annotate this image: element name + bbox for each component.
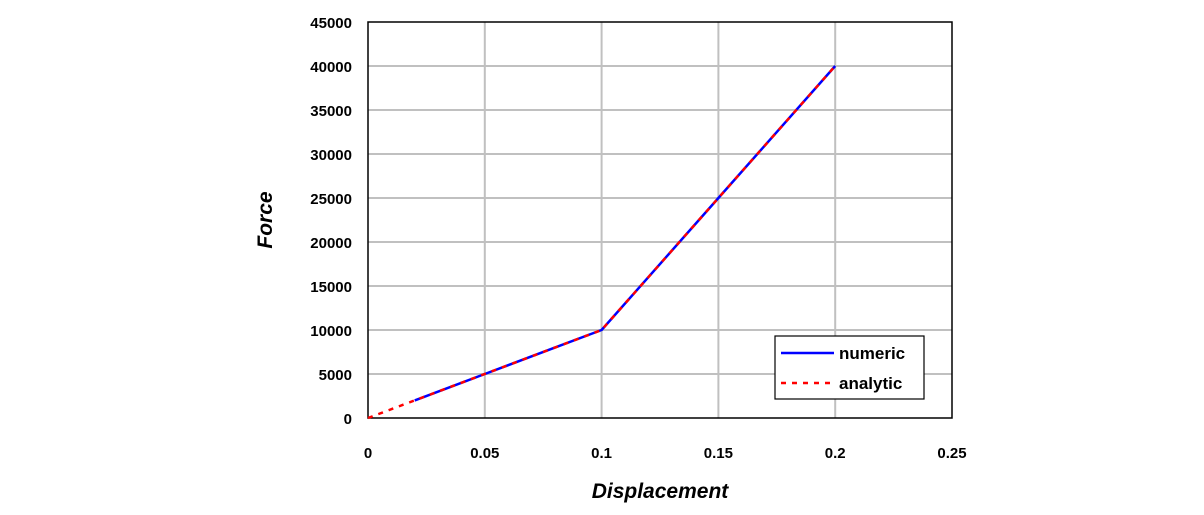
x-tick-label: 0.15	[704, 445, 733, 462]
grid-lines	[368, 22, 952, 418]
y-tick-label: 30000	[310, 147, 352, 164]
x-tick-label: 0	[364, 445, 372, 462]
series-lines	[367, 65, 837, 420]
y-tick-label: 40000	[310, 59, 352, 76]
x-axis-tick-labels: 0 0.05 0.1 0.15 0.2 0.25	[364, 445, 967, 462]
y-tick-label: 10000	[310, 323, 352, 340]
x-tick-label: 0.1	[591, 445, 612, 462]
y-tick-label: 5000	[319, 367, 352, 384]
legend-label-numeric: numeric	[839, 344, 905, 363]
x-tick-label: 0.2	[825, 445, 846, 462]
x-axis-title: Displacement	[592, 480, 730, 503]
legend-label-analytic: analytic	[839, 374, 902, 393]
series-line-analytic	[367, 65, 837, 420]
plot-area-frame	[367, 21, 953, 419]
y-tick-label: 20000	[310, 235, 352, 252]
x-tick-label: 0.05	[470, 445, 499, 462]
x-tick-label: 0.25	[937, 445, 966, 462]
y-tick-label: 25000	[310, 191, 352, 208]
y-axis-tick-labels: 0 5000 10000 15000 20000 25000 30000 35000 40000…	[310, 15, 352, 428]
y-tick-label: 35000	[310, 103, 352, 120]
series-line-numeric	[414, 65, 837, 402]
y-axis-title: Force	[254, 191, 277, 249]
legend-box	[774, 335, 925, 400]
y-tick-label: 0	[344, 411, 352, 428]
y-tick-label: 15000	[310, 279, 352, 296]
legend: numeric analytic	[774, 335, 925, 400]
y-tick-label: 45000	[310, 15, 352, 32]
